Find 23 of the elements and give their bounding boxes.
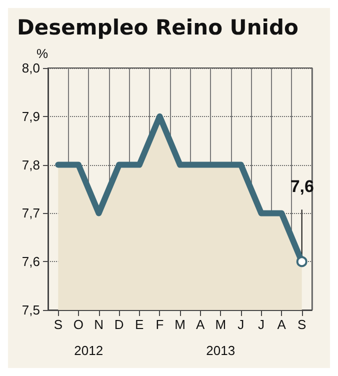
x-tick-label: S	[298, 317, 307, 332]
x-tick-label: M	[174, 317, 186, 332]
y-tick-label: 7,6	[22, 254, 40, 270]
text: 2012	[74, 343, 104, 358]
x-tick-label: A	[277, 317, 286, 332]
chart-title: Desempleo Reino Unido	[17, 16, 298, 40]
x-tick-label: F	[156, 317, 164, 332]
y-axis-title: %	[36, 46, 48, 61]
x-tick-label: N	[94, 317, 104, 332]
x-tick-label: J	[258, 317, 264, 332]
y-tick-label: 8,0	[22, 60, 40, 76]
y-tick-label: 7,8	[22, 157, 40, 172]
x-tick-label: A	[196, 317, 205, 332]
x-tick-label: O	[73, 317, 84, 332]
x-tick-label: S	[54, 317, 63, 332]
x-tick-label: E	[135, 317, 144, 332]
y-tick-label: 7,5	[22, 302, 40, 318]
y-tick-label: 7,9	[22, 108, 40, 124]
y-tick-label: 7,7	[22, 206, 40, 221]
x-tick-label: J	[238, 317, 244, 332]
x-tick-label: M	[215, 317, 226, 332]
text: 2013	[206, 343, 236, 358]
x-tick-label: D	[114, 317, 124, 332]
